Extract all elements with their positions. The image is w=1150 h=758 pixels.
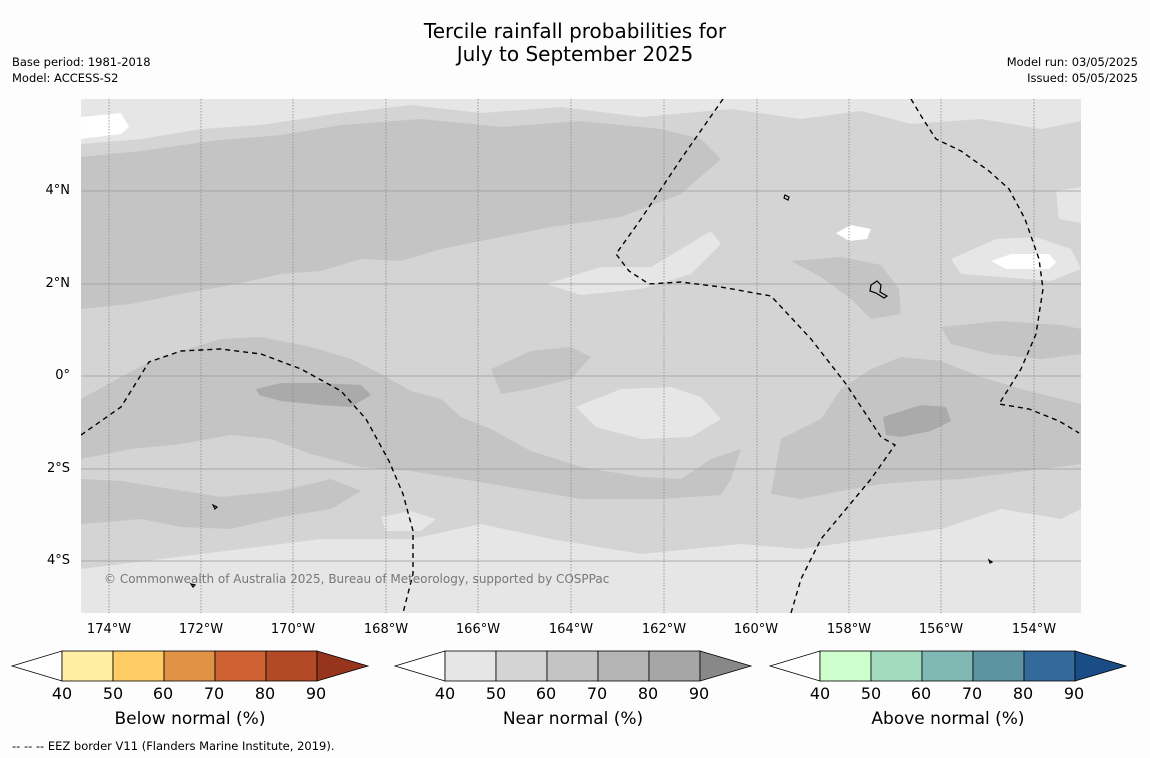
lon-label-162w: 162°W: [641, 622, 687, 637]
title-line-1: Tercile rainfall probabilities for: [423, 19, 727, 43]
colorbar-segment: [972, 650, 1025, 682]
tick-label: 70: [203, 684, 225, 703]
lon-label-164w: 164°W: [548, 622, 594, 637]
region-near-60-70: [491, 347, 591, 394]
region-below-40: [81, 113, 129, 139]
tick-label: 70: [961, 684, 983, 703]
region-near-70-80: [883, 405, 951, 437]
tick-label: 90: [688, 684, 710, 703]
lon-label-160w: 160°W: [733, 622, 779, 637]
colorbar-segment: [819, 650, 872, 682]
colorbar-segment: [1023, 650, 1076, 682]
colorbar-segment: [870, 650, 923, 682]
region-near-40-50: [576, 387, 721, 439]
tick-label: 70: [586, 684, 608, 703]
tick-label: 50: [485, 684, 507, 703]
colorbar-arrow-high: [699, 650, 752, 682]
tick-label: 60: [535, 684, 557, 703]
lon-label-156w: 156°W: [918, 622, 964, 637]
colorbar-segment: [921, 650, 974, 682]
probability-map: © Commonwealth of Australia 2025, Bureau…: [81, 99, 1081, 613]
colorbar-segment: [546, 650, 599, 682]
tick-label: 80: [1012, 684, 1034, 703]
tick-label: 40: [809, 684, 831, 703]
tick-label: 50: [860, 684, 882, 703]
colorbar-segment: [112, 650, 165, 682]
colorbar-arrow-high: [1074, 650, 1127, 682]
model-name: Model: ACCESS-S2: [12, 71, 119, 85]
region-near-60-70: [81, 479, 361, 529]
region-near-60-70: [791, 257, 901, 319]
region-near-70-80: [256, 383, 371, 407]
lon-label-168w: 168°W: [363, 622, 409, 637]
lat-label-4s: 4°S: [46, 553, 70, 568]
lon-label-170w: 170°W: [270, 622, 316, 637]
map-title: Tercile rainfall probabilities for July …: [0, 20, 1150, 66]
tick-label: 90: [1063, 684, 1085, 703]
tick-label: 80: [254, 684, 276, 703]
lon-label-172w: 172°W: [178, 622, 224, 637]
tick-label: 50: [102, 684, 124, 703]
above-normal-colorbar: [769, 650, 1127, 682]
lat-label-4n: 4°N: [45, 183, 71, 198]
eez-borders: [81, 99, 1080, 613]
colorbar-segment: [265, 650, 318, 682]
island-outlines: [189, 194, 994, 588]
colorbar-arrow-high: [316, 650, 369, 682]
lat-label-2s: 2°S: [46, 461, 70, 476]
run-info: Model run: 03/05/2025 Issued: 05/05/2025: [1007, 54, 1138, 86]
lon-label-154w: 154°W: [1011, 622, 1057, 637]
region-near-60-70: [81, 119, 721, 309]
region-near-40-50: [1056, 187, 1081, 223]
tick-label: 60: [910, 684, 932, 703]
tick-label: 40: [51, 684, 73, 703]
copyright-notice: © Commonwealth of Australia 2025, Bureau…: [104, 572, 610, 586]
colorbar-arrow-low: [11, 650, 63, 682]
region-near-40-50: [381, 511, 436, 531]
model-run: Model run: 03/05/2025: [1006, 55, 1138, 69]
region-near-60-70: [941, 321, 1081, 359]
latitude-gridlines: [81, 190, 1081, 562]
colorbar-arrow-low: [769, 650, 821, 682]
lat-label-0: 0°: [55, 368, 70, 383]
lon-label-174w: 174°W: [86, 622, 132, 637]
below-normal-title: Below normal (%): [114, 709, 266, 729]
below-normal-colorbar: [11, 650, 369, 682]
issued-date: Issued: 05/05/2025: [1027, 71, 1138, 85]
region-below-40: [836, 225, 871, 241]
tick-label: 80: [637, 684, 659, 703]
colorbar-segment: [444, 650, 497, 682]
colorbar-segment: [163, 650, 216, 682]
lon-label-166w: 166°W: [455, 622, 501, 637]
region-near-40-50: [546, 231, 721, 295]
tick-label: 40: [434, 684, 456, 703]
eez-border-note: -- -- -- EEZ border V11 (Flanders Marine…: [12, 739, 335, 753]
colorbar-segment: [214, 650, 267, 682]
lat-label-2n: 2°N: [45, 276, 71, 291]
model-info: Base period: 1981-2018 Model: ACCESS-S2: [12, 54, 151, 86]
map-canvas: [81, 99, 1081, 613]
colorbar-arrow-low: [394, 650, 446, 682]
colorbar-segment: [495, 650, 548, 682]
colorbar-segment: [648, 650, 701, 682]
near-normal-colorbar: [394, 650, 752, 682]
tick-label: 90: [305, 684, 327, 703]
near-normal-title: Near normal (%): [502, 709, 644, 729]
region-near-40-50: [81, 99, 1081, 144]
title-line-2: July to September 2025: [456, 42, 694, 66]
colorbar-segment: [597, 650, 650, 682]
tick-label: 60: [152, 684, 174, 703]
colorbar-segment: [61, 650, 114, 682]
above-normal-title: Above normal (%): [871, 709, 1025, 729]
base-period: Base period: 1981-2018: [12, 55, 151, 69]
region-near-60-70: [81, 337, 741, 499]
lon-label-158w: 158°W: [826, 622, 872, 637]
